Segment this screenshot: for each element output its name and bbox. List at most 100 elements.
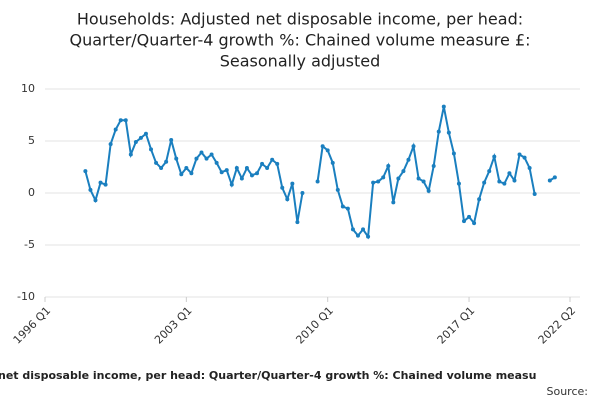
point [355,233,360,238]
point [431,163,436,168]
point [325,148,330,153]
point [275,161,280,166]
point [234,166,239,171]
point [169,137,174,142]
point [143,131,148,136]
point [401,169,406,174]
point [507,171,512,176]
chart-title: Households: Adjusted net disposable inco… [77,10,523,29]
point [199,150,204,155]
point [345,206,350,211]
point [88,187,93,192]
point [482,180,487,185]
point [340,204,345,209]
point [280,185,285,190]
point [451,151,456,156]
x-tick-label: 2017 Q1 [435,304,478,347]
chart-title: Seasonally adjusted [220,52,380,71]
point [320,144,325,149]
y-tick-label: 10 [21,82,35,95]
point [83,169,88,174]
point [214,160,219,165]
point [371,180,376,185]
point [260,161,265,166]
point [209,152,214,157]
point [224,168,229,173]
point [108,142,113,147]
point [189,171,194,176]
point [270,157,275,162]
point [456,181,461,186]
point [391,200,396,205]
point [441,104,446,109]
point [426,188,431,193]
point [138,135,143,140]
point [502,181,507,186]
point [265,166,270,171]
point [219,170,224,175]
point [113,127,118,132]
point [446,130,451,135]
point [406,157,411,162]
point [532,192,537,197]
point [330,160,335,165]
point [512,178,517,183]
point [522,155,527,160]
point [527,166,532,171]
point [386,163,391,168]
point [255,171,260,176]
point [421,179,426,184]
point [361,227,366,232]
point [174,156,179,161]
point [416,176,421,181]
point [249,173,254,178]
point [204,156,209,161]
point [133,140,138,145]
point [552,175,557,180]
point [477,197,482,202]
point [239,176,244,181]
point [295,220,300,225]
point [492,154,497,159]
point [517,152,522,157]
y-tick-label: -5 [24,238,35,251]
x-tick-label: 1996 Q1 [11,304,54,347]
point [315,179,320,184]
y-tick-label: 0 [28,186,35,199]
x-tick-label: 2022 Q2 [536,304,579,347]
point [103,182,108,187]
point [118,118,123,123]
point [229,182,234,187]
point [149,147,154,152]
point [436,129,441,134]
point [184,166,189,171]
point [396,176,401,181]
point [381,175,386,180]
point [547,178,552,183]
point [179,172,184,177]
caption: net disposable income, per head: Quarter… [0,369,536,382]
point [366,234,371,239]
point [93,198,98,203]
y-tick-label: -10 [17,290,35,303]
point [376,179,381,184]
point [194,156,199,161]
point [461,219,466,224]
point [285,197,290,202]
point [159,166,164,171]
source: Source: [547,385,589,398]
point [128,152,133,157]
point [300,191,305,195]
point [472,221,477,226]
point [123,118,128,123]
point [411,144,416,149]
x-tick-label: 2003 Q1 [152,304,195,347]
point [497,179,502,184]
series-line [84,106,556,240]
y-tick-label: 5 [28,134,35,147]
point [467,214,472,219]
point [164,159,169,164]
point [154,160,159,165]
